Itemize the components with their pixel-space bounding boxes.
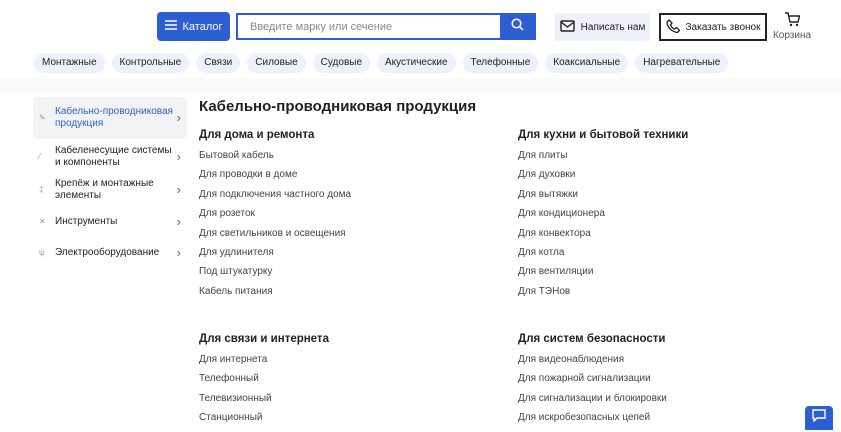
- write-us-label: Написать нам: [580, 21, 646, 33]
- sidebar-item-tools[interactable]: ✕ Инструменты ›: [33, 208, 187, 236]
- tray-icon: ⁄: [39, 152, 41, 161]
- group-title: Для связи и интернета: [199, 333, 329, 345]
- group-link[interactable]: Для сигнализации и блокировки: [518, 392, 667, 404]
- chip[interactable]: Связи: [196, 53, 241, 73]
- main-content: Кабельно-проводниковая продукция Для дом…: [199, 98, 688, 423]
- chevron-right-icon: ›: [176, 110, 181, 125]
- group-link[interactable]: Для подключения частного дома: [199, 188, 352, 200]
- group-link[interactable]: Под штукатурку: [199, 266, 273, 278]
- group-link[interactable]: Для вентиляции: [518, 266, 594, 278]
- cart-label: Корзина: [772, 30, 812, 41]
- group-link[interactable]: Для проводки в доме: [199, 169, 298, 181]
- chip[interactable]: Монтажные: [34, 53, 105, 73]
- page-title: Кабельно-проводниковая продукция: [199, 98, 477, 115]
- sidebar-item-tray[interactable]: ⁄ Кабеленесущие системы и компоненты ›: [33, 142, 187, 172]
- group-title: Для дома и ремонта: [199, 129, 315, 141]
- chevron-right-icon: ›: [176, 214, 181, 229]
- chip[interactable]: Силовые: [247, 53, 306, 73]
- group-link[interactable]: Телефонный: [199, 373, 259, 385]
- request-call-button[interactable]: Заказать звонок: [659, 13, 767, 41]
- group-link[interactable]: Станционный: [199, 412, 263, 424]
- group-link[interactable]: Для вытяжки: [518, 188, 578, 200]
- divider-band: [0, 78, 841, 92]
- group-link[interactable]: Кабель питания: [199, 285, 273, 297]
- chat-button[interactable]: [805, 406, 833, 430]
- link-group: Для систем безопасности Для видеонаблюден…: [518, 333, 818, 432]
- group-link[interactable]: Телевизионный: [199, 392, 272, 404]
- group-link[interactable]: Для видеонаблюдения: [518, 354, 625, 365]
- group-link[interactable]: Для пожарной сигнализации: [518, 373, 651, 385]
- sidebar-item-label: Кабельно-проводниковая продукция: [55, 106, 173, 129]
- phone-icon: [665, 18, 680, 36]
- chip[interactable]: Контрольные: [111, 53, 190, 73]
- sidebar-item-fastener[interactable]: ‡ Крепёж и монтажные элементы ›: [33, 175, 187, 205]
- group-link[interactable]: Для конвектора: [518, 227, 591, 239]
- cart-icon: [784, 12, 801, 30]
- group-link[interactable]: Для розеток: [199, 208, 255, 220]
- fastener-icon: ‡: [39, 185, 44, 194]
- catalog-button[interactable]: Каталог: [157, 12, 230, 41]
- menu-icon: [164, 20, 177, 33]
- link-group: Для кухни и бытовой техники Для плиты Для …: [518, 129, 818, 305]
- chip[interactable]: Акустические: [377, 53, 456, 73]
- cable-icon: ✎: [39, 113, 46, 122]
- group-link[interactable]: Бытовой кабель: [199, 150, 274, 161]
- chip[interactable]: Судовые: [312, 53, 371, 73]
- search-button[interactable]: [500, 15, 534, 38]
- search-bar: [236, 13, 536, 40]
- sidebar-item-cable[interactable]: ✎ Кабельно-проводниковая продукция ›: [33, 97, 187, 139]
- category-chips: Монтажные Контрольные Связи Силовые Судо…: [34, 53, 729, 73]
- link-group: Для связи и интернета Для интернета Телефо…: [199, 333, 499, 432]
- write-us-button[interactable]: Написать нам: [555, 13, 650, 41]
- chevron-right-icon: ›: [176, 149, 181, 164]
- search-input[interactable]: [238, 15, 500, 38]
- chip[interactable]: Телефонные: [462, 53, 539, 73]
- catalog-label: Каталог: [182, 20, 223, 33]
- chevron-right-icon: ›: [176, 245, 181, 260]
- chevron-right-icon: ›: [176, 182, 181, 197]
- request-call-label: Заказать звонок: [685, 21, 761, 33]
- group-link[interactable]: Для интернета: [199, 354, 268, 365]
- group-link[interactable]: Для искробезопасных цепей: [518, 412, 651, 424]
- group-link[interactable]: Для духовки: [518, 169, 576, 181]
- group-link[interactable]: Для светильников и освещения: [199, 227, 346, 239]
- sidebar: ✎ Кабельно-проводниковая продукция › ⁄ Кабе…: [33, 97, 187, 270]
- search-icon: [510, 17, 524, 36]
- chip[interactable]: Коаксиальные: [545, 53, 629, 73]
- sidebar-item-label: Крепёж и монтажные элементы: [55, 178, 154, 201]
- cart-button[interactable]: Корзина: [772, 12, 812, 41]
- group-link[interactable]: Для ТЭНов: [518, 285, 571, 297]
- chip[interactable]: Нагревательные: [635, 53, 729, 73]
- group-link[interactable]: Для удлинителя: [199, 246, 274, 258]
- group-link[interactable]: Для котла: [518, 246, 565, 258]
- sidebar-item-label: Кабеленесущие системы и компоненты: [55, 145, 172, 168]
- chat-icon: [812, 409, 826, 427]
- link-group: Для дома и ремонта Бытовой кабель Для пров…: [199, 129, 499, 305]
- group-link[interactable]: Для кондиционера: [518, 208, 605, 220]
- sidebar-item-label: Инструменты: [55, 216, 118, 227]
- wrench-icon: ✕: [39, 217, 46, 226]
- sidebar-item-equipment[interactable]: ψ Электрооборудование ›: [33, 239, 187, 267]
- group-title: Для систем безопасности: [518, 333, 666, 345]
- mail-icon: [559, 19, 575, 35]
- group-link[interactable]: Для плиты: [518, 150, 568, 161]
- plug-icon: ψ: [39, 248, 45, 257]
- header: Каталог Написать нам Заказать звонок Кор…: [0, 12, 841, 42]
- group-title: Для кухни и бытовой техники: [518, 129, 689, 141]
- sidebar-item-label: Электрооборудование: [55, 247, 160, 258]
